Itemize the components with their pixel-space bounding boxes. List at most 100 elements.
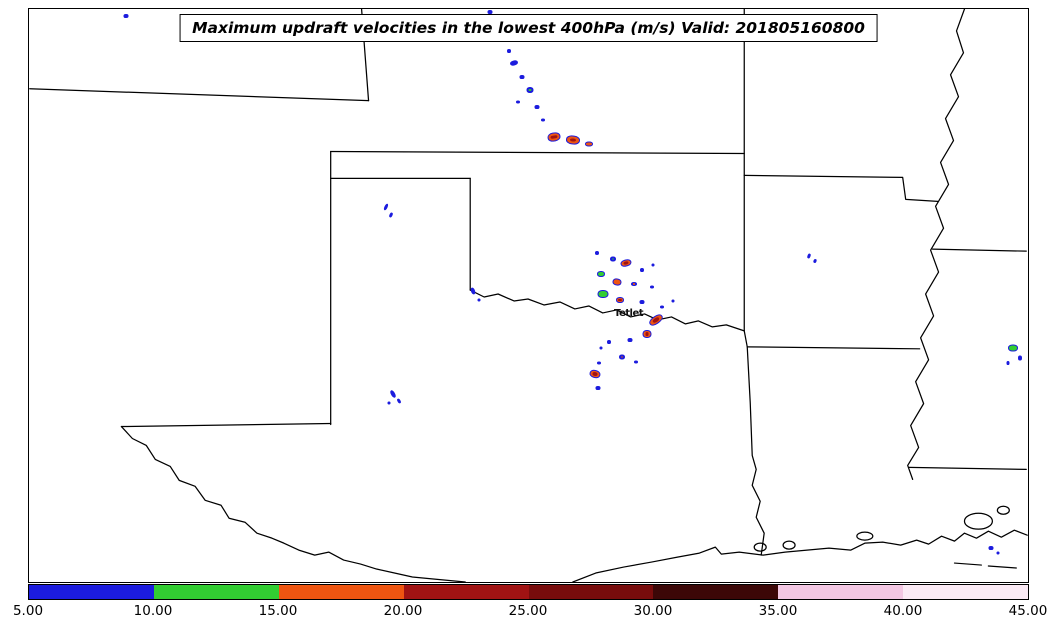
border-kansas-oklahoma bbox=[330, 150, 745, 155]
storm-cell bbox=[619, 354, 625, 360]
storm-cell bbox=[123, 14, 129, 18]
border-texas-louisiana-sabine bbox=[743, 330, 765, 556]
storm-cell bbox=[595, 251, 599, 255]
storm-cell bbox=[477, 298, 481, 302]
colorbar-segment-5-10 bbox=[29, 585, 154, 599]
border-missouri-arkansas bbox=[743, 174, 939, 202]
red-river-border bbox=[469, 289, 745, 332]
storm-cell bbox=[806, 253, 812, 259]
storm-cell bbox=[660, 305, 664, 309]
storm-cell bbox=[585, 141, 593, 147]
storm-cell bbox=[526, 87, 534, 93]
storm-cell bbox=[607, 340, 611, 344]
border-arkansas-louisiana bbox=[746, 346, 921, 350]
colorbar-segment-20-25 bbox=[403, 585, 529, 599]
mississippi-river bbox=[907, 9, 966, 480]
border-texas-newmexico-32n bbox=[120, 422, 332, 428]
storm-cell bbox=[619, 258, 633, 268]
map-frame: Tetlet Maximum updraft velocities in the… bbox=[28, 8, 1029, 583]
map-title-box: Maximum updraft velocities in the lowest… bbox=[179, 14, 878, 42]
border-tennessee-mississippi bbox=[931, 248, 1027, 252]
storm-cell-core bbox=[611, 258, 615, 260]
colorbar-segment-30-35 bbox=[653, 585, 779, 599]
rio-grande-river bbox=[120, 425, 466, 582]
map-title: Maximum updraft velocities in the lowest… bbox=[192, 19, 865, 37]
sabine-lake bbox=[753, 542, 767, 552]
storm-cell bbox=[616, 297, 624, 303]
calcasieu-lake bbox=[782, 540, 796, 550]
colorbar-tick-label: 40.00 bbox=[883, 603, 923, 619]
colorbar-segment-40-45 bbox=[903, 585, 1028, 599]
storm-cell bbox=[812, 258, 818, 264]
storm-cell-core bbox=[569, 137, 577, 143]
storm-cell bbox=[541, 118, 545, 122]
storm-cell bbox=[996, 551, 1000, 555]
storm-cell bbox=[651, 263, 655, 267]
colorbar-tick-label: 45.00 bbox=[1008, 603, 1048, 619]
storm-cell-core bbox=[618, 298, 622, 302]
colorbar-tick-label: 20.00 bbox=[383, 603, 423, 619]
storm-cell bbox=[1008, 344, 1018, 352]
storm-cell-core bbox=[620, 356, 624, 358]
border-colorado-newmexico bbox=[29, 88, 370, 102]
colorbar-tick-label: 25.00 bbox=[508, 603, 548, 619]
storm-cell bbox=[631, 282, 637, 286]
rivers bbox=[120, 9, 966, 582]
storm-cell bbox=[610, 256, 616, 262]
storm-cell bbox=[565, 134, 581, 146]
coastline bbox=[572, 505, 1028, 582]
storm-cell-core bbox=[550, 134, 558, 140]
storm-cell-core bbox=[528, 88, 532, 92]
storm-cell-core bbox=[652, 316, 660, 324]
storm-cell bbox=[988, 546, 994, 550]
storm-cell bbox=[396, 398, 402, 404]
colorbar-tick-label: 35.00 bbox=[758, 603, 798, 619]
storm-cell bbox=[597, 290, 609, 298]
storm-cell bbox=[640, 268, 644, 272]
storm-cell bbox=[639, 300, 645, 304]
storm-cell bbox=[671, 299, 675, 303]
storm-cluster-label: Tetlet bbox=[614, 308, 644, 319]
storm-cell bbox=[383, 203, 389, 211]
storm-cell-core bbox=[632, 283, 636, 285]
storm-cell bbox=[1006, 361, 1010, 365]
gulf-coast bbox=[572, 529, 1028, 582]
colorbar-tick-label: 5.00 bbox=[12, 603, 44, 619]
colorbar bbox=[28, 584, 1029, 600]
storm-cell bbox=[650, 285, 654, 289]
storm-cell bbox=[469, 287, 477, 295]
storm-cell bbox=[642, 330, 652, 338]
storm-cell-core bbox=[623, 260, 629, 265]
colorbar-tick-label: 10.00 bbox=[133, 603, 173, 619]
storm-cell-core bbox=[645, 332, 649, 336]
storm-cell bbox=[634, 360, 638, 364]
lake-pontchartrain bbox=[963, 512, 994, 530]
storm-cell bbox=[534, 105, 540, 109]
storm-cell bbox=[627, 338, 633, 342]
colorbar-segment-25-30 bbox=[528, 585, 654, 599]
white-lake bbox=[856, 531, 874, 541]
border-louisiana-mississippi bbox=[908, 466, 1027, 471]
storm-cell bbox=[509, 59, 519, 67]
barrier-islands bbox=[953, 562, 1017, 569]
storm-cell bbox=[597, 361, 601, 365]
storm-cell bbox=[611, 277, 623, 287]
colorbar-segment-10-15 bbox=[153, 585, 279, 599]
lake-maurepas bbox=[996, 505, 1010, 515]
storm-cell bbox=[487, 10, 493, 14]
storm-cell bbox=[588, 368, 602, 380]
storm-cell bbox=[599, 346, 603, 350]
storm-cell bbox=[389, 389, 397, 399]
storm-cell bbox=[516, 100, 520, 104]
storm-cell bbox=[507, 49, 511, 53]
storm-cell bbox=[546, 131, 562, 143]
storm-cell-core bbox=[592, 371, 598, 377]
storm-cell bbox=[597, 271, 605, 277]
colorbar-tick-label: 15.00 bbox=[258, 603, 298, 619]
colorbar-segment-35-40 bbox=[778, 585, 904, 599]
storm-cell bbox=[1018, 355, 1022, 361]
storm-cell bbox=[647, 312, 665, 328]
storm-cells-layer bbox=[29, 9, 1028, 582]
storm-cell bbox=[519, 75, 525, 79]
